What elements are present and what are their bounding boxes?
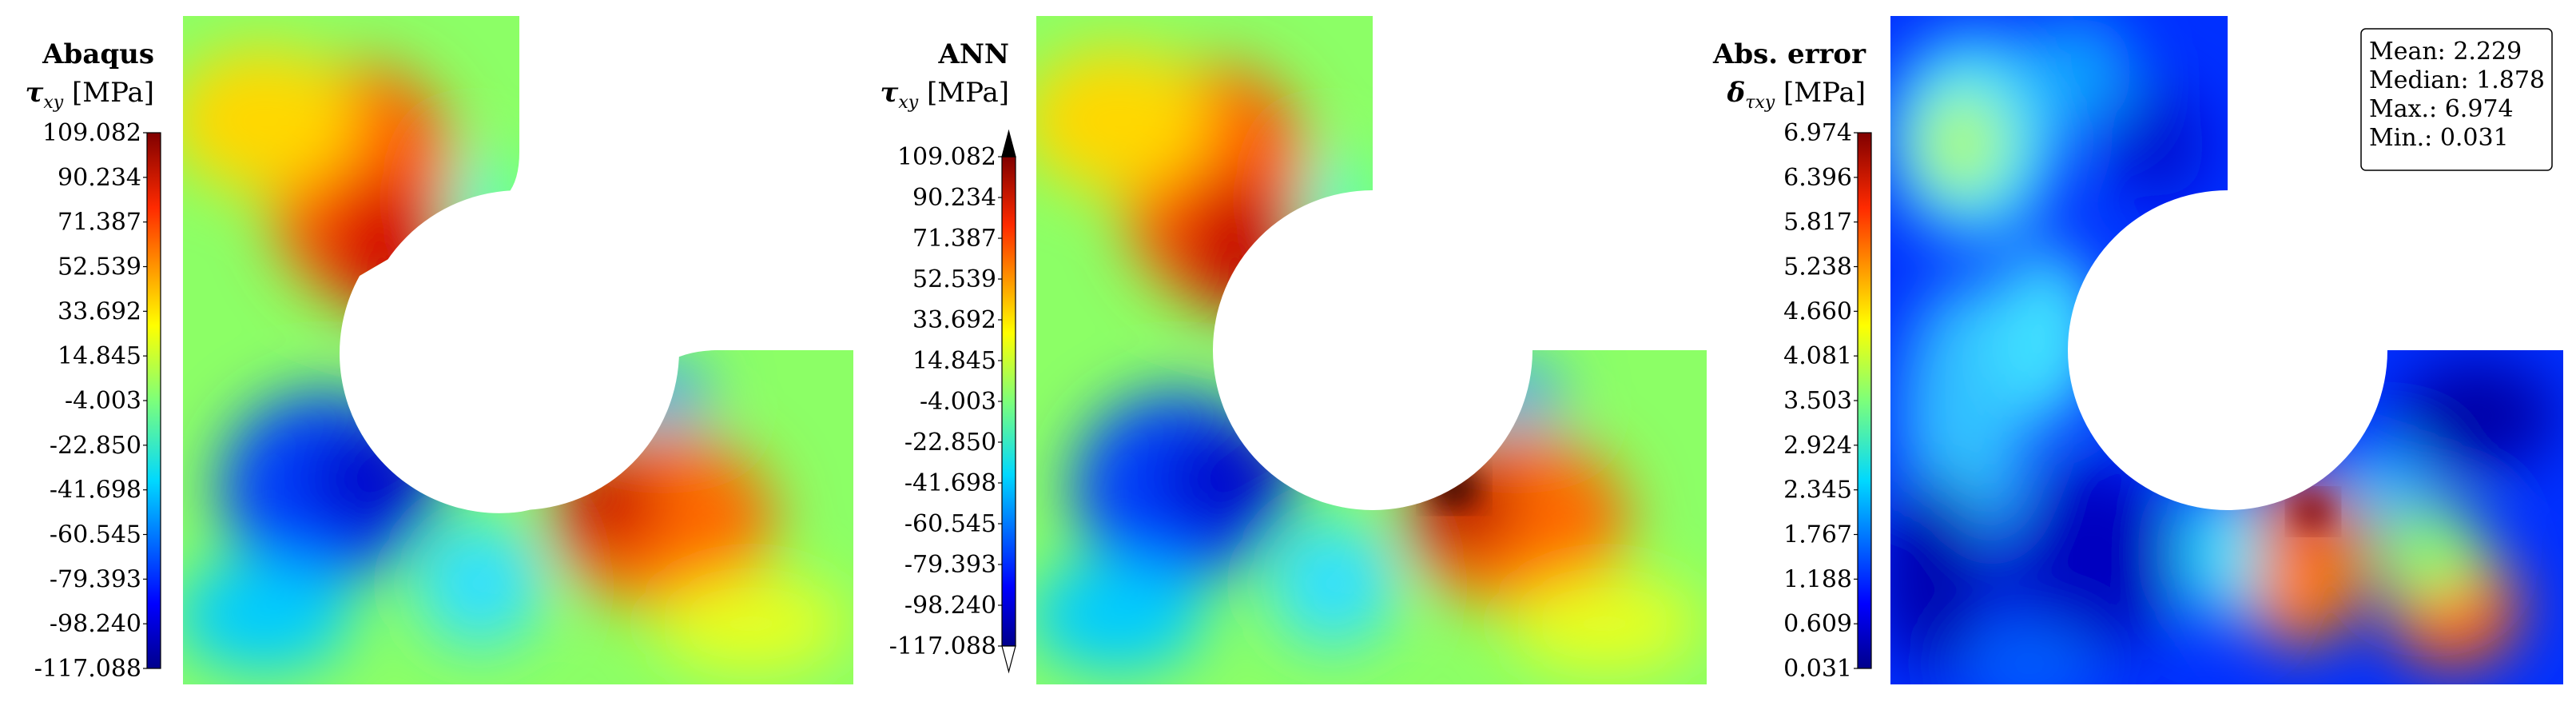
- colorbar: [1857, 132, 1872, 669]
- heatmap-field: [183, 16, 857, 684]
- colorbar-tick-label: -98.240: [50, 610, 141, 638]
- colorbar-tick-label: -41.698: [904, 469, 996, 497]
- colorbar: [146, 132, 161, 669]
- stat-mean: Mean: 2.229: [2369, 38, 2522, 66]
- colorbar-tick-label: 6.396: [1783, 164, 1852, 192]
- panel-title: ANN: [937, 38, 1009, 70]
- colorbar-tick-label: 33.692: [58, 297, 141, 325]
- heatmap-field: [1036, 16, 1708, 684]
- colorbar-tick-label: -79.393: [904, 551, 996, 579]
- colorbar-tick-label: 1.188: [1783, 565, 1852, 593]
- panel-abaqus: Abaqus τxy [MPa] 109.082 90.234 71.387 52.5…: [25, 16, 857, 684]
- colorbar-tick-label: 90.234: [912, 184, 996, 212]
- colorbar-tick-label: -60.545: [50, 521, 141, 549]
- colorbar-tick-label: -79.393: [50, 565, 141, 593]
- colorbar-tick-label: 4.081: [1783, 342, 1852, 370]
- colorbar-tick-label: 109.082: [42, 119, 141, 147]
- colorbar-tick-label: 5.817: [1783, 209, 1852, 237]
- panel-title: Abaqus: [42, 38, 154, 70]
- panel-quantity-label: δτxy [MPa]: [1727, 77, 1866, 113]
- colorbar-tick-label: 71.387: [58, 209, 141, 237]
- quantity-unit: [MPa]: [72, 77, 154, 109]
- panel-error: Abs. error δτxy [MPa] 6.974 6.396 5.817 5.2…: [1712, 16, 2565, 684]
- colorbar-tick-label: -117.088: [889, 632, 996, 660]
- colorbar-tick-label: -22.850: [904, 429, 996, 457]
- colorbar-tick-label: 6.974: [1783, 119, 1852, 147]
- colorbar-tick-label: -117.088: [34, 655, 141, 683]
- colorbar-tick-label: 1.767: [1783, 521, 1852, 549]
- quantity-subscript: τxy: [1745, 93, 1775, 113]
- panel-quantity-label: τxy [MPa]: [25, 77, 154, 113]
- colorbar-tick-label: 52.539: [912, 265, 996, 293]
- colorbar-tick-label: 14.845: [58, 342, 141, 370]
- quantity-unit: [MPa]: [1783, 77, 1866, 109]
- panel-quantity-label: τxy [MPa]: [880, 77, 1009, 113]
- colorbar-extend-bottom: [1001, 645, 1016, 674]
- colorbar: [1001, 156, 1016, 647]
- colorbar-ticks: 6.974 6.396 5.817 5.238 4.660 4.081 3.503 2.924…: [1783, 119, 1858, 683]
- quantity-symbol: τ: [880, 77, 898, 109]
- stats-box: Mean: 2.229 Median: 1.878 Max.: 6.974 Mi…: [2360, 28, 2553, 171]
- colorbar-tick-label: 0.031: [1783, 655, 1852, 683]
- panel-title: Abs. error: [1712, 38, 1866, 70]
- colorbar-ticks: 109.082 90.234 71.387 52.539 33.692 14.845 -4.…: [889, 143, 1002, 660]
- colorbar-tick-label: 2.345: [1783, 477, 1852, 505]
- colorbar-tick-label: 52.539: [58, 253, 141, 281]
- colorbar-tick-label: -60.545: [904, 510, 996, 538]
- colorbar-tick-label: 4.660: [1783, 297, 1852, 325]
- colorbar-tick-label: 0.609: [1783, 610, 1852, 638]
- panel-ann: ANN τxy [MPa] 109.082 90.234 71.387 52.539 3…: [880, 16, 1708, 684]
- colorbar-tick-label: 3.503: [1783, 387, 1852, 415]
- colorbar-extend-top: [1001, 129, 1016, 158]
- colorbar-tick-label: 2.924: [1783, 432, 1852, 460]
- quantity-subscript: xy: [898, 93, 918, 113]
- stat-min: Min.: 0.031: [2369, 124, 2509, 152]
- quantity-symbol: τ: [25, 77, 43, 109]
- colorbar-tick-label: 90.234: [58, 164, 141, 192]
- colorbar-tick-label: 5.238: [1783, 253, 1852, 281]
- colorbar-tick-label: -4.003: [920, 388, 996, 416]
- colorbar-tick-label: 109.082: [897, 143, 996, 171]
- colorbar-tick-label: 71.387: [912, 225, 996, 253]
- stat-median: Median: 1.878: [2369, 66, 2545, 94]
- colorbar-tick-label: -41.698: [50, 477, 141, 505]
- colorbar-tick-label: -4.003: [65, 387, 141, 415]
- quantity-subscript: xy: [43, 93, 63, 113]
- stat-max: Max.: 6.974: [2369, 95, 2514, 123]
- colorbar-tick-label: 14.845: [912, 347, 996, 375]
- colorbar-tick-label: -22.850: [50, 432, 141, 460]
- colorbar-tick-label: -98.240: [904, 592, 996, 620]
- quantity-symbol: δ: [1727, 77, 1746, 109]
- quantity-unit: [MPa]: [927, 77, 1009, 109]
- colorbar-tick-label: 33.692: [912, 306, 996, 334]
- colorbar-ticks: 109.082 90.234 71.387 52.539 33.692 14.845 -4.…: [34, 119, 147, 683]
